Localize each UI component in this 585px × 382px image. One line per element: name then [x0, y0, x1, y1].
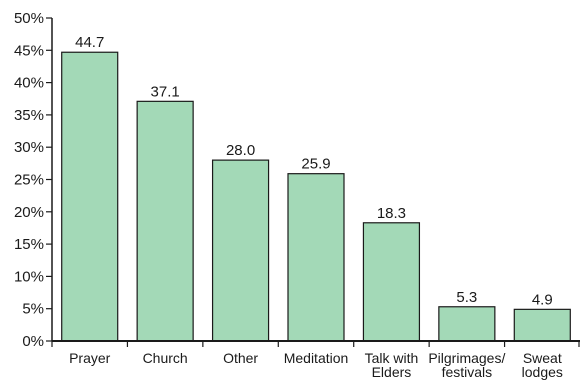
- y-tick-label: 20%: [14, 204, 44, 221]
- bar-value-label: 18.3: [377, 205, 406, 222]
- category-label: Sweat: [523, 350, 562, 366]
- category-label: Talk with: [365, 350, 419, 366]
- category-label: Meditation: [284, 350, 349, 366]
- bar: [287, 173, 345, 342]
- y-tick-label: 40%: [14, 75, 44, 92]
- bar: [61, 51, 119, 342]
- y-tick-label: 25%: [14, 172, 44, 189]
- bar: [136, 100, 194, 342]
- bar: [211, 159, 270, 342]
- bar-value-label: 25.9: [301, 156, 330, 173]
- y-tick-label: 15%: [14, 236, 44, 253]
- y-tick-label: 30%: [14, 139, 44, 156]
- category-label: Pilgrimages/: [428, 350, 505, 366]
- x-axis: Prayer Church Other Meditation Talk withElde…: [51, 340, 580, 380]
- category-label: Prayer: [69, 350, 111, 366]
- y-axis: 0% 5% 10% 15% 20% 25% 30% 35% 40% 45% 50%: [14, 10, 53, 350]
- bar-value-label: 5.3: [456, 289, 477, 306]
- y-tick-label: 5%: [22, 301, 44, 318]
- y-tick-label: 10%: [14, 268, 44, 285]
- category-label: festivals: [442, 364, 493, 380]
- y-tick-label: 0%: [22, 333, 44, 350]
- y-tick-label: 45%: [14, 42, 44, 59]
- category-label: Elders: [372, 364, 412, 380]
- bar: [362, 222, 421, 342]
- bar-value-label: 28.0: [226, 142, 255, 159]
- bars: 44.7 37.1 28.0 25.9 18.3 5.3 4.9: [61, 34, 571, 342]
- bar-value-label: 44.7: [75, 34, 104, 51]
- bar-value-label: 4.9: [532, 291, 553, 308]
- bar: [513, 308, 571, 342]
- bar-value-label: 37.1: [151, 83, 180, 100]
- y-tick-label: 50%: [14, 10, 44, 27]
- bar: [438, 306, 496, 342]
- y-tick-label: 35%: [14, 107, 44, 124]
- category-label: lodges: [522, 364, 563, 380]
- category-label: Church: [143, 350, 188, 366]
- category-label: Other: [223, 350, 258, 366]
